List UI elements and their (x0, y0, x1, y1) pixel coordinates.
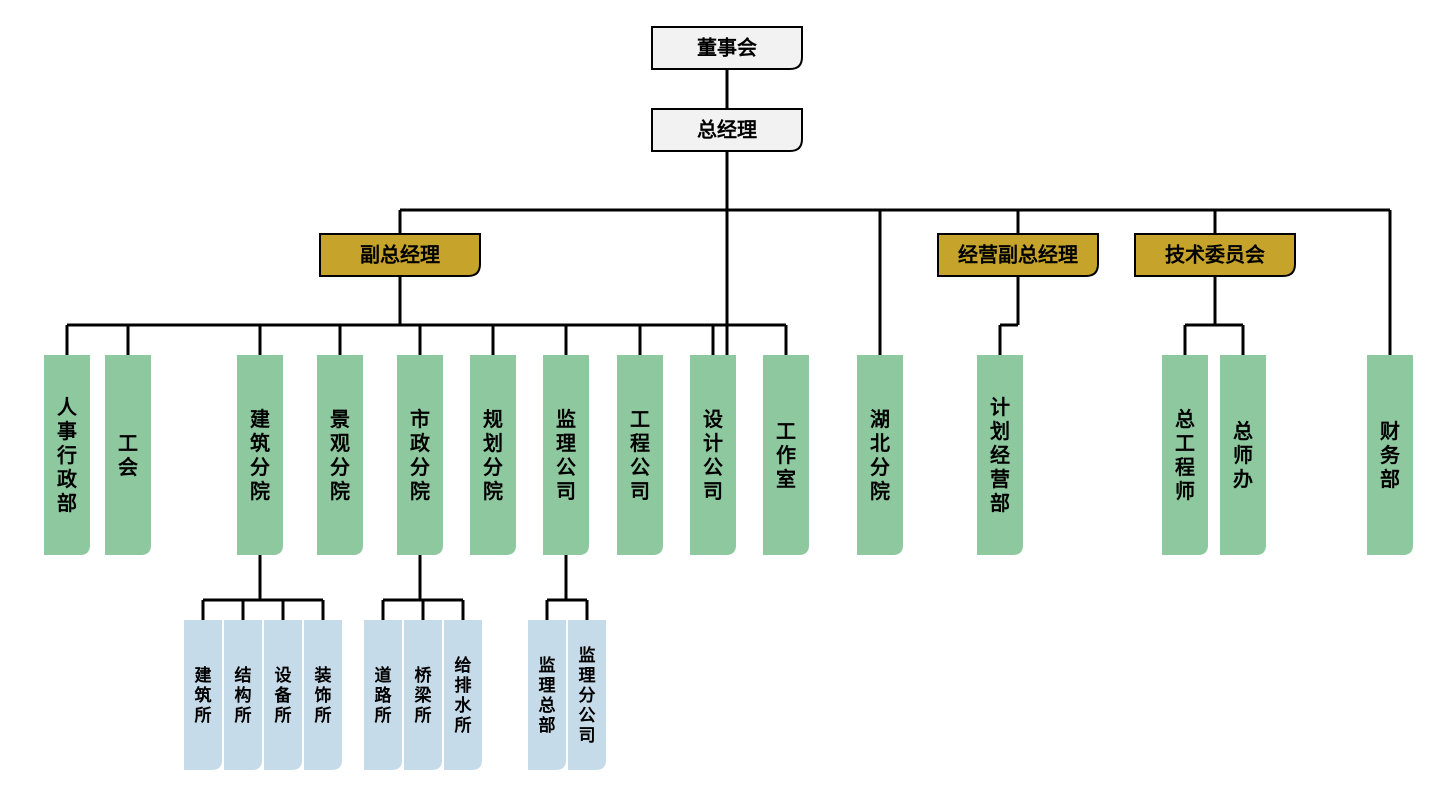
sub-arch-3-label: 装饰所 (314, 665, 332, 725)
org-chart: 董事会总经理副总经理经营副总经理技术委员会人事行政部工会建筑分院景观分院市政分院… (0, 0, 1455, 800)
sub-muni-1-label: 桥梁所 (414, 666, 433, 725)
sub-super-1-label: 监理分公司 (579, 645, 596, 745)
dept-fin-label: 财务部 (1380, 419, 1401, 491)
board-box-label: 董事会 (697, 35, 757, 59)
sub-muni-0-label: 道路所 (375, 665, 393, 725)
sub-arch-2-label: 设备所 (274, 666, 293, 725)
dept-planop-label: 计划经营部 (990, 396, 1010, 515)
biz-dgm-box-label: 经营副总经理 (958, 242, 1078, 266)
sub-super-0 (528, 620, 566, 770)
gm-box-label: 总经理 (697, 117, 757, 141)
sub-muni-2 (444, 620, 482, 770)
tech-committee-box-label: 技术委员会 (1165, 242, 1265, 266)
dept-arch-label: 建筑分院 (250, 407, 270, 503)
sub-arch-0-label: 建筑所 (195, 665, 212, 725)
dept-chief-label: 总工程师 (1175, 407, 1195, 503)
dept-hr-label: 人事行政部 (56, 396, 78, 515)
dept-muni-label: 市政分院 (410, 407, 431, 503)
dgm-box-label: 副总经理 (360, 242, 440, 266)
dept-studio-label: 工作室 (776, 421, 796, 491)
sub-arch-1-label: 结构所 (235, 665, 252, 725)
dept-chiefof-label: 总师办 (1233, 419, 1253, 491)
